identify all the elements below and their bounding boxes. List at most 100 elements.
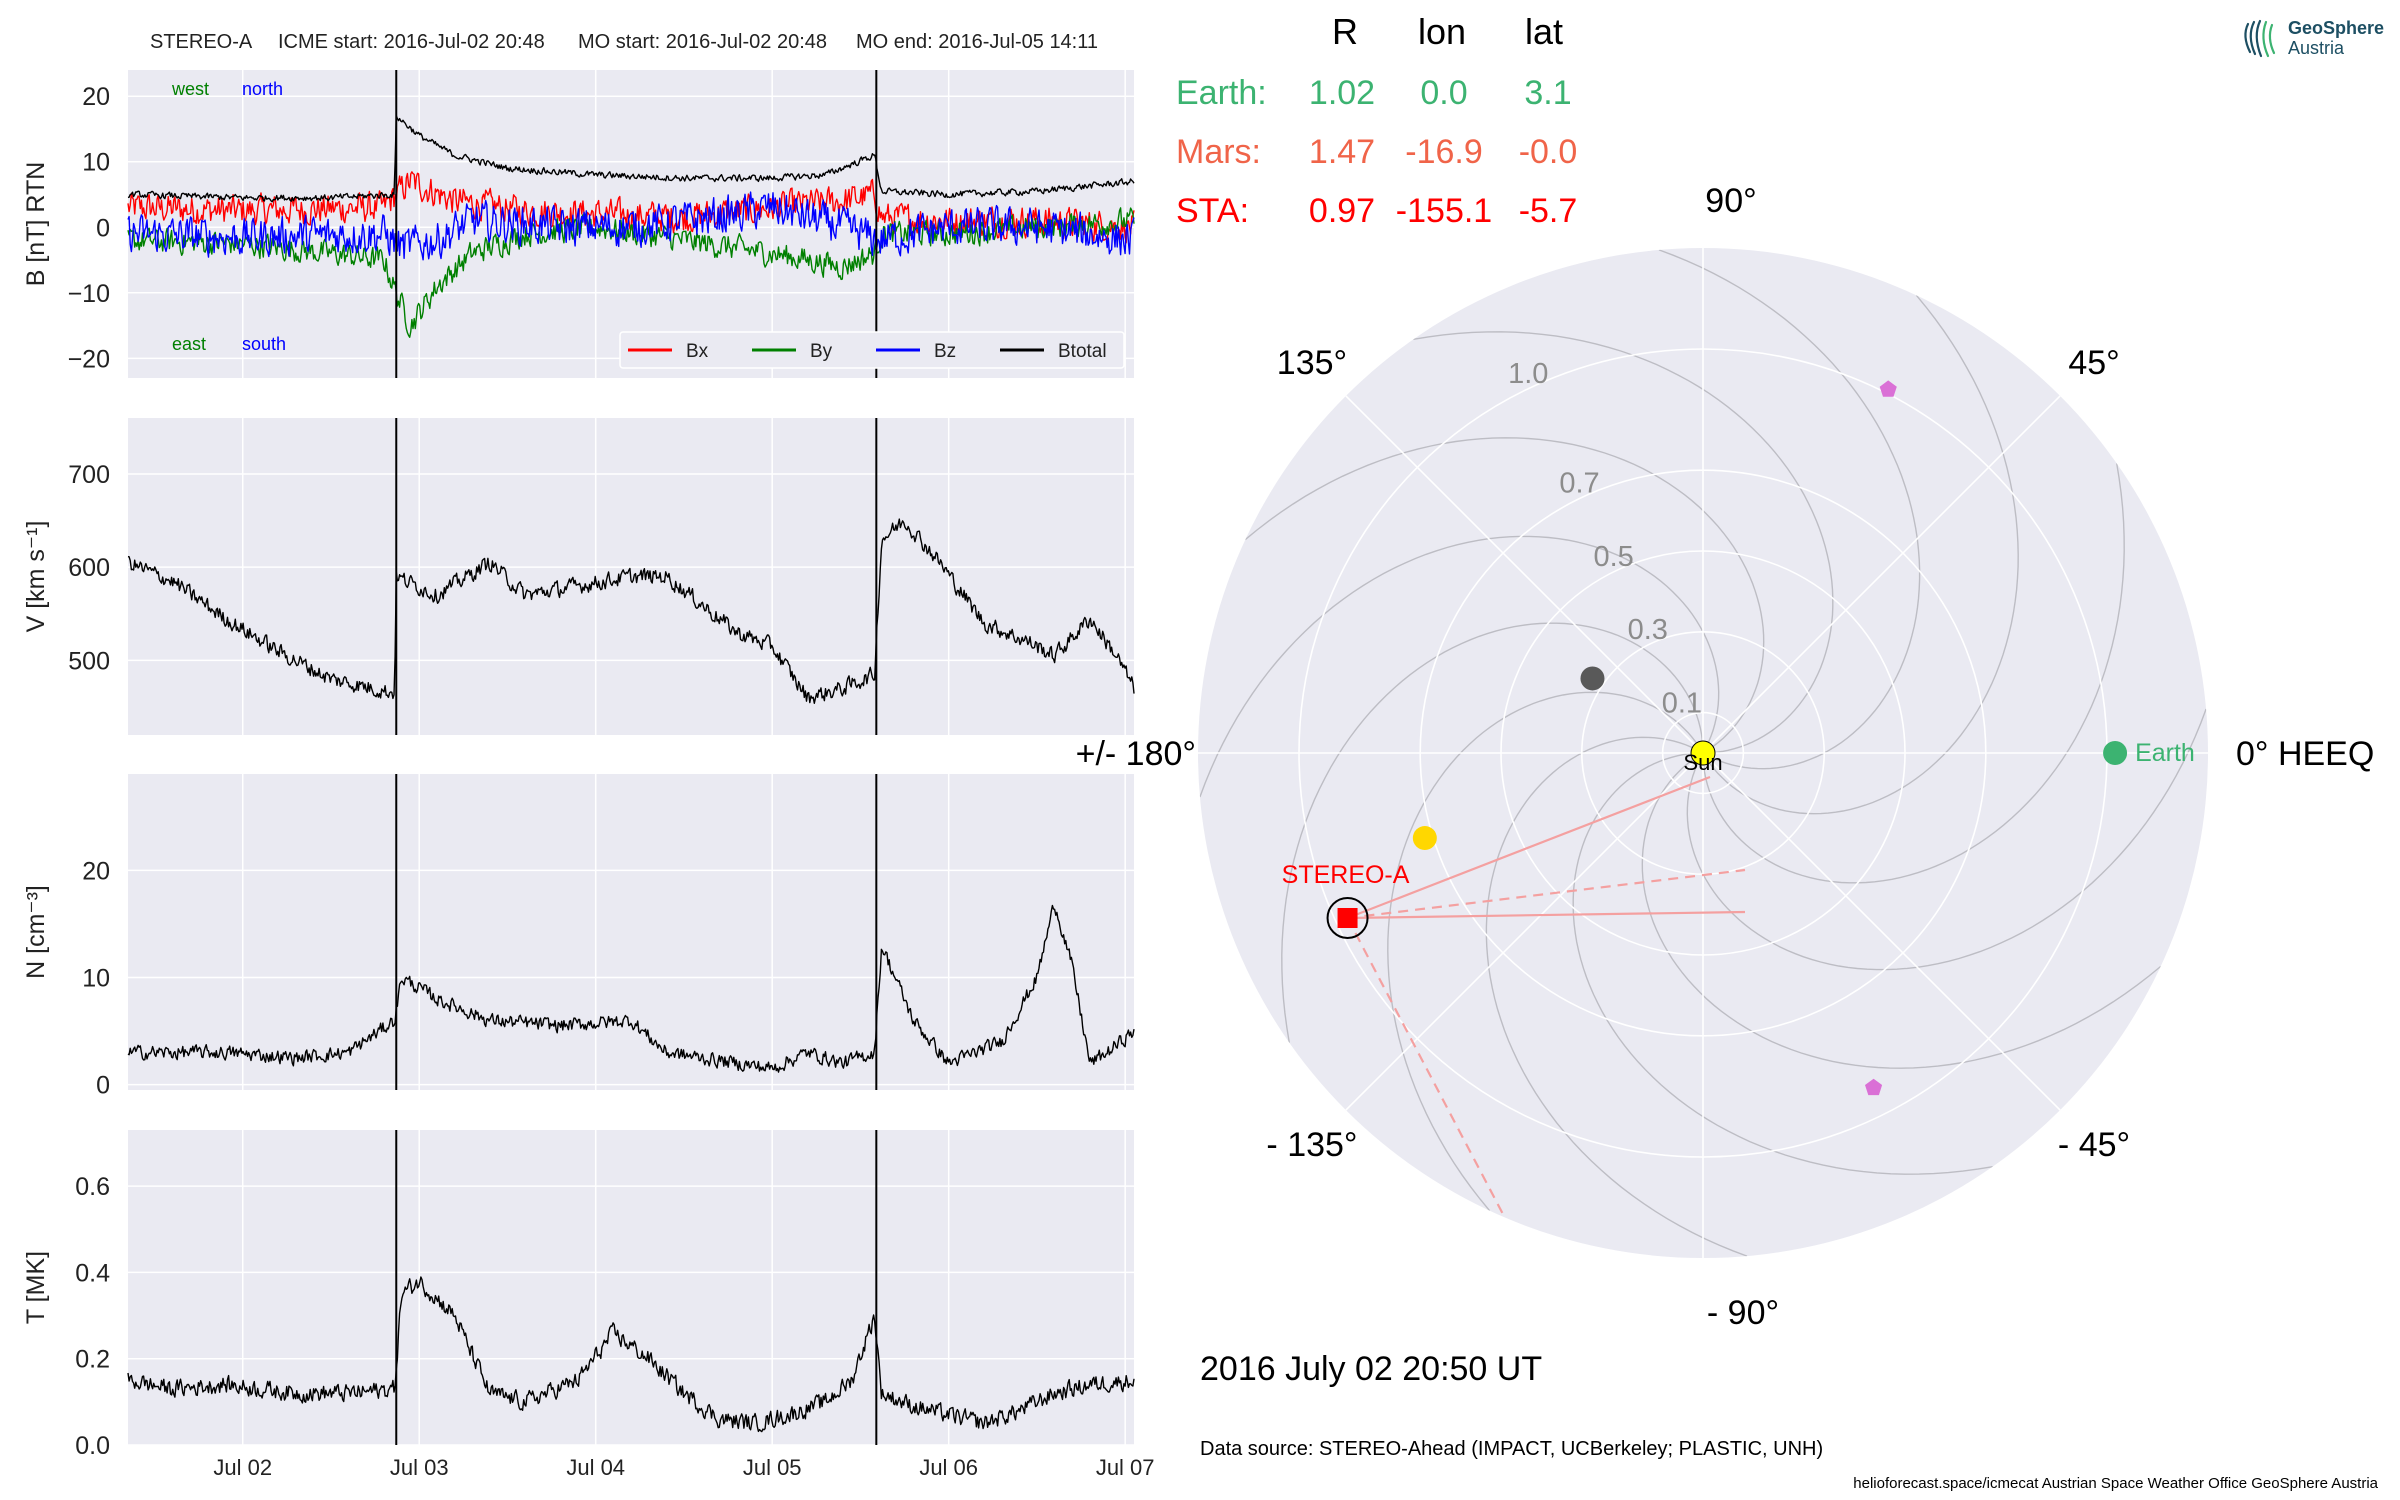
annotation-east: east (172, 334, 206, 354)
angular-gridline (1702, 395, 2061, 754)
polar-position-plot: 0.1 0.3 0.5 0.7 1.0 90° 45° 0° HEEQ - 45° - 90° - … (1076, 182, 2375, 1332)
series-n (127, 904, 1135, 1073)
spiral-line (1387, 691, 1704, 1212)
spiral-line (1199, 535, 1720, 798)
body-sun (1690, 740, 1716, 766)
x-tick-label: Jul 03 (390, 1455, 449, 1480)
label-stereo-a: STEREO-A (1282, 861, 1410, 889)
x-tick-label: Jul 04 (566, 1455, 625, 1480)
y-tick-label: 10 (82, 965, 110, 993)
spiral-line (1244, 437, 1765, 754)
body-mercury (1580, 666, 1605, 691)
spiral-line (1281, 622, 1704, 1043)
x-tick-label: Jul 07 (1096, 1455, 1155, 1480)
angle-label: 135° (1277, 344, 1347, 382)
col-header-lon: lon (1418, 11, 1466, 52)
angle-label: +/- 180° (1076, 735, 1196, 773)
body-psp (1879, 380, 1897, 397)
body-venus (1412, 826, 1437, 851)
spacecraft-name: STEREO-A (150, 31, 253, 53)
panel-temperature: 0.0 0.2 0.4 0.6 T [MK] Jul 02 Jul 03 Jul 04 Jul … (22, 1130, 1155, 1480)
footer-credits: helioforecast.space/icmecat Austrian Spa… (1853, 1475, 2378, 1492)
panel-background (128, 774, 1134, 1090)
y-tick-label: −10 (68, 280, 110, 308)
data-source: Data source: STEREO-Ahead (IMPACT, UCBer… (1200, 1438, 1823, 1460)
legend-label-bz: Bz (934, 341, 956, 362)
angular-gridline (1702, 752, 2061, 1111)
spiral-line (1641, 752, 2162, 1069)
spiral-line (1413, 331, 1834, 754)
position-row-sta: STA: 0.97 -155.1 -5.7 (1176, 192, 1577, 230)
y-tick-label: 0.4 (75, 1259, 110, 1287)
position-lon: -16.9 (1405, 133, 1483, 171)
label-sun: Sun (1683, 750, 1722, 775)
fov-line (1347, 910, 1746, 920)
angle-label: 0° HEEQ (2236, 735, 2374, 773)
series-v (127, 518, 1135, 704)
position-r: 0.97 (1309, 192, 1375, 230)
y-tick-label: 10 (82, 149, 110, 177)
position-row-mars: Mars: 1.47 -16.9 -0.0 (1176, 133, 1577, 171)
mo-start-label: MO start: 2016-Jul-02 20:48 (578, 31, 827, 53)
y-tick-label: 20 (82, 857, 110, 885)
y-axis-label: V [km s⁻¹] (22, 521, 50, 633)
stereo-a-view-lines (1346, 775, 1746, 1219)
panel-speed: 500 600 700 V [km s⁻¹] (22, 418, 1135, 735)
position-lon: 0.0 (1420, 74, 1467, 112)
position-lon: -155.1 (1396, 192, 1492, 230)
annotation-north: north (242, 79, 283, 99)
spiral-line (1572, 752, 1993, 1175)
y-tick-label: 0.0 (75, 1432, 110, 1460)
position-label: Mars: (1176, 133, 1261, 171)
y-tick-label: 700 (68, 461, 110, 489)
col-header-r: R (1332, 11, 1358, 52)
parker-spirals (1199, 249, 2207, 1257)
logo-sub: Austria (2288, 38, 2345, 58)
geosphere-logo-icon (2244, 19, 2276, 58)
angular-gridline (1345, 395, 1704, 754)
angular-gridline (1345, 752, 1704, 1111)
y-tick-label: 0.2 (75, 1346, 110, 1374)
r-tick-label: 0.3 (1628, 614, 1668, 646)
annotation-west: west (171, 79, 209, 99)
body-earth (2103, 741, 2128, 765)
position-lat: 3.1 (1524, 74, 1571, 112)
position-label: Earth: (1176, 74, 1267, 112)
y-tick-label: 0.6 (75, 1173, 110, 1201)
spiral-line (1686, 708, 2207, 971)
legend-label-bx: Bx (686, 341, 709, 362)
fov-line (1346, 917, 1506, 1219)
y-axis-label: N [cm⁻³] (22, 885, 50, 979)
icme-start-label: ICME start: 2016-Jul-02 20:48 (278, 31, 545, 53)
angle-label: - 90° (1707, 1294, 1779, 1332)
y-axis-label: B [nT] RTN (22, 162, 50, 287)
position-r: 1.02 (1309, 74, 1375, 112)
series-t (127, 1276, 1135, 1433)
legend-label-by: By (810, 341, 833, 362)
y-tick-label: 20 (82, 83, 110, 111)
series-btotal (127, 115, 1135, 203)
series-bz (127, 191, 1135, 261)
r-tick-label: 0.1 (1662, 687, 1702, 719)
panel-density: 0 10 20 N [cm⁻³] (22, 774, 1135, 1100)
timestamp: 2016 July 02 20:50 UT (1200, 1350, 1542, 1388)
body-solo (1865, 1078, 1883, 1096)
geosphere-logo: GeoSphere Austria (2238, 14, 2388, 64)
x-tick-label: Jul 02 (213, 1455, 272, 1480)
mo-end-label: MO end: 2016-Jul-05 14:11 (856, 31, 1098, 53)
position-lat: -5.7 (1519, 192, 1578, 230)
label-earth: Earth (2135, 739, 2195, 767)
r-tick-label: 1.0 (1508, 358, 1548, 390)
fov-line (1347, 775, 1711, 920)
x-tick-label: Jul 05 (743, 1455, 802, 1480)
annotation-south: south (242, 334, 286, 354)
x-tick-label: Jul 06 (919, 1455, 978, 1480)
position-row-earth: Earth: 1.02 0.0 3.1 (1176, 74, 1572, 112)
timeseries-panels: 20 10 0 −10 −20 B [nT] RTN west north east south B… (22, 70, 1155, 1480)
spiral-line (1658, 249, 1921, 770)
panel-background (128, 1130, 1134, 1445)
angle-label: 90° (1705, 182, 1756, 220)
spiral-line (1485, 736, 1748, 1257)
y-tick-label: 600 (68, 554, 110, 582)
spiral-line (1702, 294, 2019, 815)
